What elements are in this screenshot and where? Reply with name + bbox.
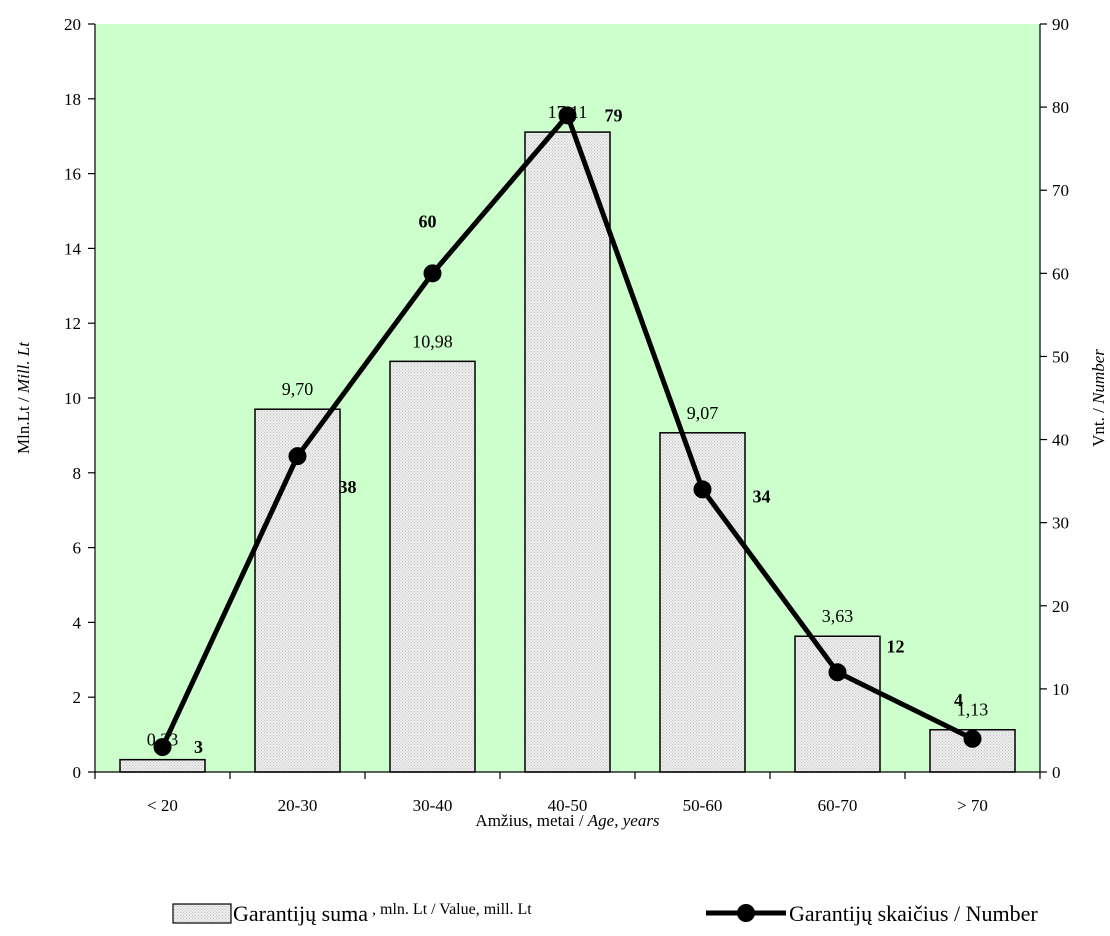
y-left-tick-label: 2 [73,688,82,707]
y-left-tick-label: 4 [73,613,82,632]
y-left-tick-label: 20 [64,15,81,34]
bar-value-label: 1,13 [957,700,989,720]
line-point-4 [693,480,712,499]
legend-bar-label-sub: , mln. Lt / Value, mill. Lt [368,901,532,918]
bar-1 [254,408,341,773]
line-value-label: 3 [194,737,203,757]
line-point-2 [423,264,442,283]
y-left-tick-label: 0 [73,763,82,782]
y-right-tick-label: 70 [1052,181,1069,200]
line-value-label: 38 [339,477,357,497]
y-right-tick-label: 80 [1052,98,1069,117]
bar-value-label: 3,63 [822,606,854,626]
x-tick-label: 40-50 [548,796,588,815]
x-axis-title: Amžius, metai / Age, years [475,811,660,830]
y-right-tick-label: 20 [1052,597,1069,616]
bar-value-label: 9,07 [687,403,719,423]
line-point-6 [963,729,982,748]
bar-value-label: 17,11 [548,102,588,122]
legend-bar-label: Garantijų suma , mln. Lt / Value, mill. … [233,901,532,926]
y-right-tick-label: 60 [1052,264,1069,283]
x-tick-label: 30-40 [413,796,453,815]
x-axis-title-italic: Age, years [587,811,660,830]
x-tick-label: > 70 [957,796,988,815]
bar-value-label: 10,98 [412,331,453,351]
y-right-tick-label: 90 [1052,15,1069,34]
y-right-axis-title: Vnt. / Number [1089,349,1108,447]
y-left-tick-label: 6 [73,539,82,558]
bar-0 [119,758,206,773]
line-point-0 [153,738,172,757]
y-left-tick-label: 18 [64,90,81,109]
bar-value-label: 9,70 [282,379,314,399]
y-right-tick-label: 30 [1052,514,1069,533]
y-right-tick-label: 50 [1052,347,1069,366]
x-axis-title-plain: Amžius, metai / [475,811,587,830]
line-point-3 [558,106,577,125]
line-value-label: 79 [605,105,623,125]
bar-3 [524,131,611,773]
y-right-axis-title-plain: Vnt. / [1089,404,1108,447]
bar-value-label: 0,33 [147,730,179,750]
legend-line-marker [737,904,755,922]
legend-bar-label-main: Garantijų suma [233,901,368,926]
x-tick-label: 20-30 [278,796,318,815]
y-left-tick-label: 10 [64,389,81,408]
y-left-axis-title: Mln.Lt / Mill. Lt [14,341,33,454]
y-left-axis-title-italic: Mill. Lt [14,341,33,394]
legend-bar-swatch [172,903,232,924]
y-right-tick-label: 0 [1052,763,1061,782]
y-left-tick-label: 14 [64,239,82,258]
y-right-tick-label: 10 [1052,680,1069,699]
y-right-axis-title-italic: Number [1089,349,1108,405]
x-tick-label: < 20 [147,796,178,815]
line-value-label: 4 [954,690,963,710]
y-left-tick-label: 12 [64,314,81,333]
y-right-tick-label: 40 [1052,431,1069,450]
y-left-tick-label: 8 [73,464,82,483]
bar-5 [794,635,881,773]
line-value-label: 34 [753,486,771,506]
y-left-tick-label: 16 [64,165,81,184]
line-point-5 [828,663,847,682]
line-value-label: 12 [887,636,905,656]
bar-2 [389,360,476,773]
line-point-1 [288,447,307,466]
legend-line-label: Garantijų skaičius / Number [789,901,1038,926]
x-tick-label: 50-60 [683,796,723,815]
x-tick-label: 60-70 [818,796,858,815]
y-left-axis-title-plain: Mln.Lt / [14,393,33,454]
line-value-label: 60 [419,211,437,231]
